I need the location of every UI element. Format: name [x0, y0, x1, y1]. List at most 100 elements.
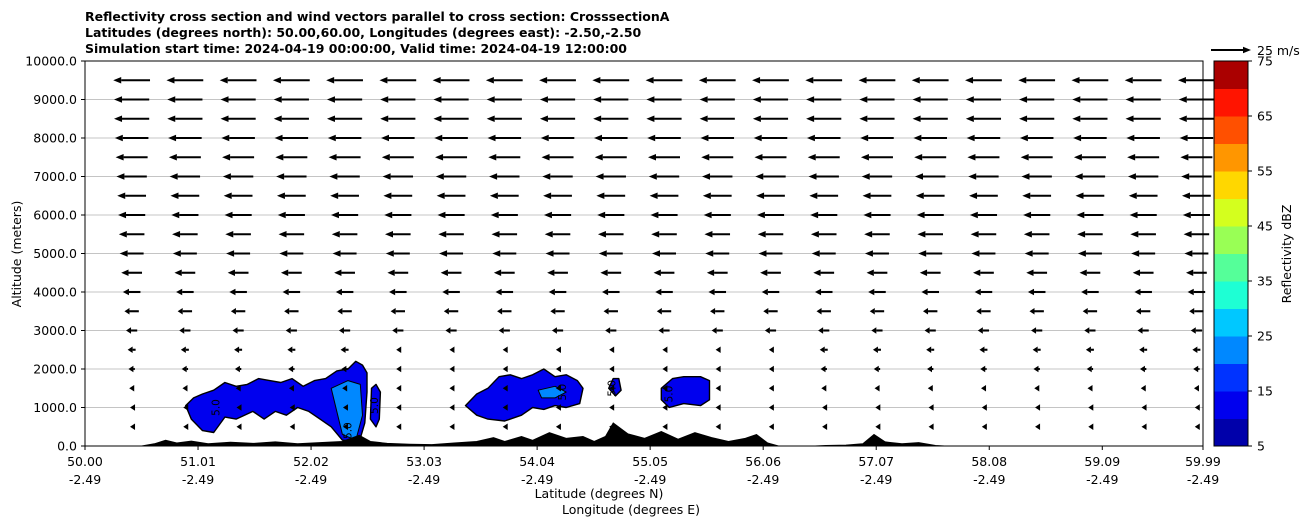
wind-vector [330, 211, 359, 219]
wind-vector [382, 173, 414, 180]
wind-vector-head [969, 192, 978, 199]
wind-vector [488, 154, 521, 161]
wind-vector [379, 77, 417, 84]
wind-vector-head [598, 250, 607, 257]
wind-vector-head [715, 423, 721, 430]
wind-vector-head [486, 115, 495, 122]
wind-vector [114, 134, 149, 142]
wind-vector [711, 327, 723, 334]
wind-vector-head [809, 192, 818, 199]
wind-vector [340, 346, 349, 353]
wind-vector-head [433, 115, 442, 122]
wind-vector-head [449, 346, 455, 353]
wind-vector [662, 404, 668, 411]
wind-vector-head [816, 308, 822, 315]
wind-vector [1088, 423, 1094, 430]
wind-vector-head [1182, 211, 1191, 219]
wind-vector [438, 231, 464, 238]
wind-vector-head [1128, 192, 1137, 199]
wind-vector-head [329, 173, 338, 180]
wind-vector [715, 423, 721, 430]
wind-vector [702, 192, 732, 199]
wind-vector-head [1184, 250, 1193, 257]
wind-vector [858, 77, 896, 84]
wind-vector-head [128, 365, 134, 373]
wind-vector-head [224, 211, 233, 219]
wind-vector-head [974, 288, 981, 296]
wind-vector [1179, 134, 1214, 142]
wind-vector [497, 308, 512, 315]
wind-vector [703, 211, 731, 219]
wind-vector [502, 385, 508, 392]
wind-vector-head [385, 250, 394, 257]
wind-vector [1140, 385, 1146, 392]
wind-vector [1031, 327, 1043, 334]
wind-vector [229, 288, 247, 296]
wind-vector-head [1177, 77, 1186, 84]
wind-vector-head [593, 96, 602, 103]
wind-vector [710, 308, 725, 315]
wind-vector-head [114, 134, 123, 142]
colorbar-tick-label: 5 [1257, 439, 1265, 454]
wind-vector [605, 327, 617, 334]
y-tick-label: 2000.0 [33, 362, 77, 377]
wind-vector-head [334, 269, 342, 276]
wind-vector [327, 134, 362, 142]
wind-vector [230, 308, 246, 315]
wind-vector [543, 211, 572, 219]
wind-vector-head [698, 77, 707, 84]
y-tick-label: 1000.0 [33, 400, 77, 415]
wind-vector [646, 96, 682, 103]
wind-vector-head [229, 288, 236, 296]
wind-vector-head [928, 404, 934, 411]
wind-vector-head [921, 288, 928, 296]
wind-vector [662, 346, 668, 353]
wind-vector [555, 385, 561, 392]
wind-vector-head [646, 115, 655, 122]
wind-vector [1193, 365, 1200, 373]
wind-vector-head [234, 346, 240, 353]
wind-vector [235, 385, 241, 392]
wind-vector [449, 346, 455, 353]
wind-vector [859, 115, 895, 122]
wind-vector-head [332, 250, 341, 257]
wind-vector-head [389, 288, 396, 296]
wind-vector-head [662, 365, 668, 373]
wind-vector-head [760, 269, 768, 276]
wind-vector [432, 77, 470, 84]
wind-vector-head [236, 404, 242, 411]
wind-vector [433, 96, 469, 103]
wind-vector-head [539, 115, 548, 122]
wind-vector [1074, 173, 1106, 180]
wind-vector-head [387, 269, 395, 276]
wind-vector-head [710, 308, 716, 315]
wind-vector [449, 385, 455, 392]
wind-vector-head [926, 346, 932, 353]
wind-vector [1088, 404, 1094, 411]
wind-vector [1181, 173, 1212, 180]
wind-vector [1134, 288, 1152, 296]
wind-vector-head [1034, 385, 1040, 392]
wind-vector-head [489, 173, 498, 180]
wind-vector [342, 404, 348, 411]
wind-vector [1081, 288, 1099, 296]
wind-vector [392, 327, 404, 334]
wind-vector [130, 423, 136, 430]
wind-vector [662, 365, 668, 373]
wind-vector [176, 288, 194, 296]
wind-vector [183, 404, 189, 411]
wind-vector-head [1130, 231, 1139, 238]
wind-vector-head [438, 231, 447, 238]
wind-vector-head [1086, 365, 1092, 373]
wind-vector-head [278, 231, 287, 238]
wind-vector [275, 154, 308, 161]
wind-vector-head [653, 269, 661, 276]
wind-vector [860, 154, 893, 161]
wind-vector-head [592, 77, 601, 84]
wind-vector [272, 77, 310, 84]
wind-vector-head [699, 115, 708, 122]
wind-vector-head [818, 327, 824, 334]
wind-vector-head [763, 308, 769, 315]
wind-vector [806, 96, 842, 103]
colorbar-tick-label: 75 [1257, 54, 1273, 69]
